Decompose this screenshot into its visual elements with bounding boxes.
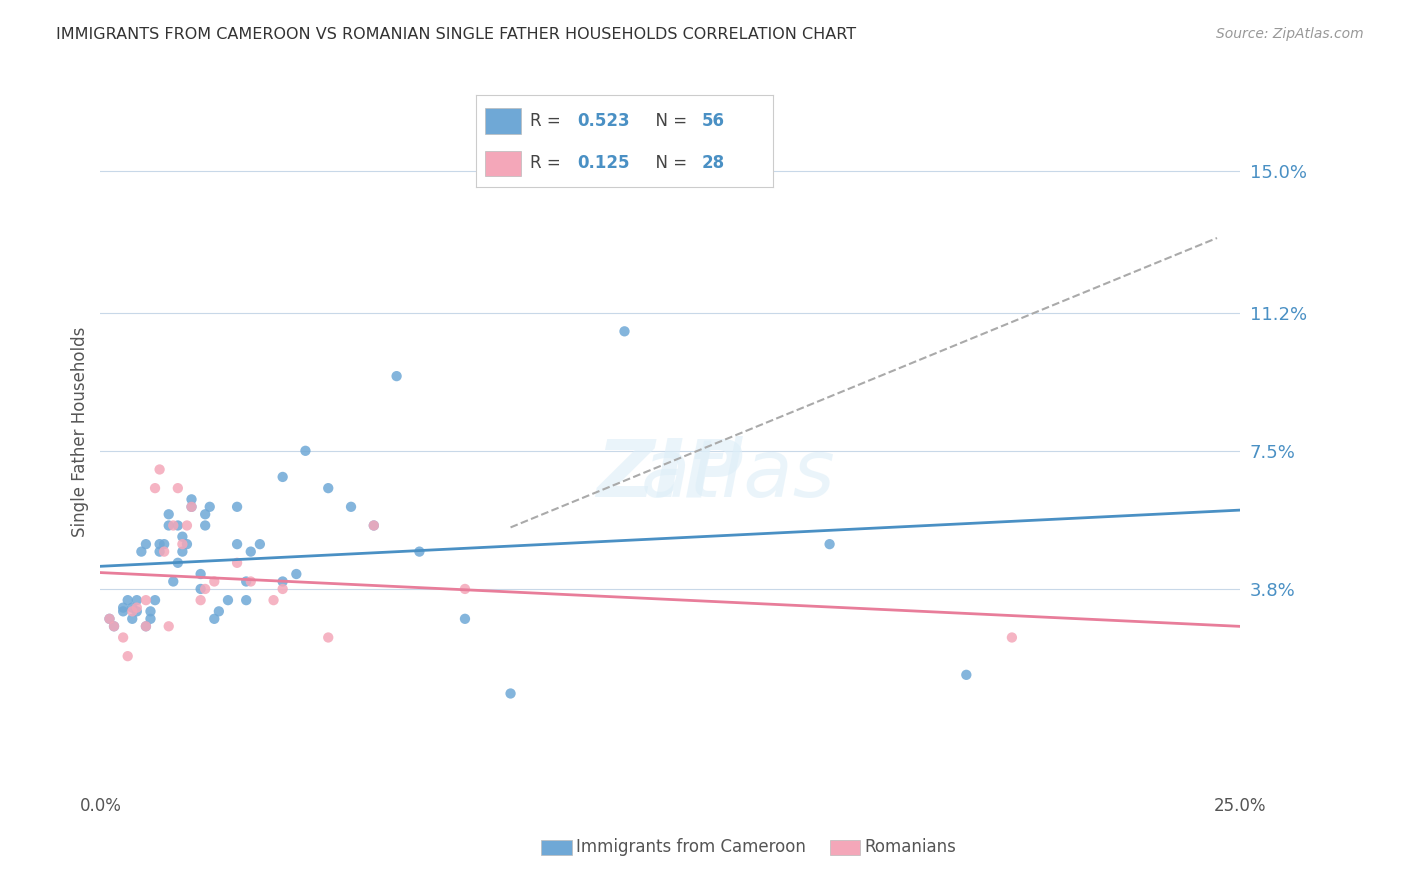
Point [226, 500, 249, 514]
Point [198, 500, 221, 514]
Point [613, 324, 636, 338]
Point [166, 481, 188, 495]
Point [172, 530, 194, 544]
Point [217, 593, 239, 607]
Point [239, 574, 262, 589]
Point [112, 604, 135, 618]
Point [157, 508, 180, 522]
Point [121, 600, 143, 615]
Point [226, 556, 249, 570]
Point [157, 619, 180, 633]
Point [135, 619, 157, 633]
Text: Source: ZipAtlas.com: Source: ZipAtlas.com [1216, 27, 1364, 41]
Point [190, 582, 212, 596]
Point [235, 574, 257, 589]
Point [408, 544, 430, 558]
Point [112, 631, 135, 645]
Point [112, 600, 135, 615]
Point [98, 612, 121, 626]
Point [454, 582, 477, 596]
Point [176, 537, 198, 551]
Point [208, 604, 231, 618]
Point [180, 492, 202, 507]
Point [194, 582, 217, 596]
Point [235, 593, 257, 607]
Point [316, 481, 339, 495]
Point [285, 567, 308, 582]
Point [153, 544, 176, 558]
Point [226, 537, 249, 551]
Point [271, 470, 294, 484]
Point [135, 619, 157, 633]
Point [143, 593, 166, 607]
Point [149, 537, 172, 551]
Point [194, 518, 217, 533]
Point [202, 612, 225, 626]
Point [117, 593, 139, 607]
Point [139, 604, 162, 618]
Point [166, 556, 188, 570]
Point [135, 593, 157, 607]
Point [149, 462, 172, 476]
Point [363, 518, 385, 533]
Point [294, 443, 316, 458]
Point [1001, 631, 1024, 645]
Point [180, 500, 202, 514]
Point [340, 500, 363, 514]
Point [172, 537, 194, 551]
Text: IMMIGRANTS FROM CAMEROON VS ROMANIAN SINGLE FATHER HOUSEHOLDS CORRELATION CHART: IMMIGRANTS FROM CAMEROON VS ROMANIAN SIN… [56, 27, 856, 42]
Point [103, 619, 125, 633]
Point [454, 612, 477, 626]
Point [139, 612, 162, 626]
Point [271, 574, 294, 589]
Point [190, 567, 212, 582]
Point [125, 600, 148, 615]
Point [162, 574, 184, 589]
Point [363, 518, 385, 533]
Point [818, 537, 841, 551]
Point [239, 544, 262, 558]
Point [125, 593, 148, 607]
Point [166, 518, 188, 533]
Point [190, 593, 212, 607]
Point [162, 518, 184, 533]
Point [103, 619, 125, 633]
Point [955, 668, 977, 682]
Point [172, 544, 194, 558]
Point [263, 593, 285, 607]
Point [153, 537, 176, 551]
Point [149, 544, 172, 558]
Point [143, 481, 166, 495]
Point [176, 518, 198, 533]
Point [131, 544, 153, 558]
Point [249, 537, 271, 551]
Point [194, 508, 217, 522]
Text: Immigrants from Cameroon: Immigrants from Cameroon [576, 838, 806, 856]
Point [202, 574, 225, 589]
Point [157, 518, 180, 533]
Text: atlas: atlas [641, 435, 835, 514]
Point [121, 604, 143, 618]
Point [135, 537, 157, 551]
Point [180, 500, 202, 514]
Point [121, 612, 143, 626]
Point [125, 604, 148, 618]
Point [117, 649, 139, 664]
Point [271, 582, 294, 596]
Point [98, 612, 121, 626]
Point [385, 369, 408, 384]
Text: ZIP: ZIP [596, 435, 744, 514]
Point [499, 686, 522, 700]
Y-axis label: Single Father Households: Single Father Households [72, 327, 89, 537]
Point [316, 631, 339, 645]
Text: Romanians: Romanians [865, 838, 956, 856]
